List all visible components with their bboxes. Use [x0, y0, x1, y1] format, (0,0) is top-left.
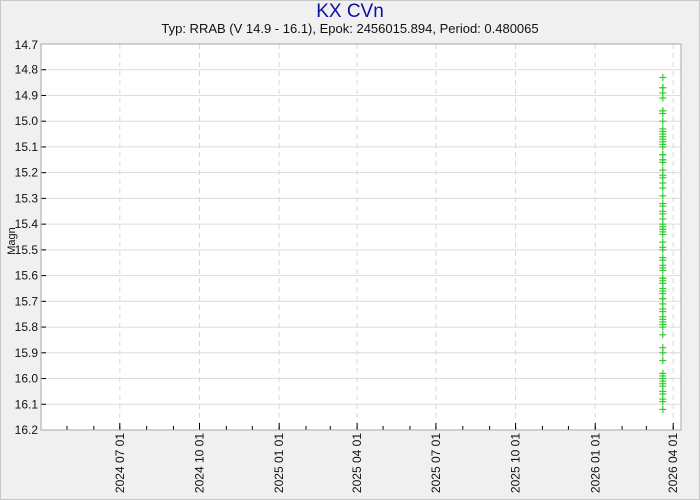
x-tick-label: 2025 01 01 — [272, 433, 286, 493]
data-point — [659, 331, 667, 339]
chart-subtitle: Typ: RRAB (V 14.9 - 16.1), Epok: 2456015… — [161, 21, 539, 36]
x-tick-label: 2024 07 01 — [113, 433, 127, 493]
plot-background — [41, 44, 681, 430]
plot-border — [40, 43, 682, 431]
chart-title: KX CVn — [316, 1, 384, 22]
y-tick-label: 15.1 — [15, 140, 39, 154]
data-point — [659, 117, 667, 125]
y-tick-label: 14.7 — [15, 38, 39, 52]
y-tick-label: 15.2 — [15, 166, 39, 180]
y-tick-label: 14.8 — [15, 63, 39, 77]
y-tick-label: 15.9 — [15, 346, 39, 360]
data-point — [659, 184, 667, 192]
y-tick-label: 15.7 — [15, 294, 39, 308]
data-point — [659, 143, 667, 151]
data-point — [659, 73, 667, 81]
y-tick-label: 14.9 — [15, 88, 39, 102]
data-point — [659, 158, 667, 166]
y-tick-label: 15.6 — [15, 269, 39, 283]
y-tick-label: 15.3 — [15, 191, 39, 205]
y-tick-label: 15.0 — [15, 114, 39, 128]
y-tick-label: 15.8 — [15, 320, 39, 334]
data-point — [659, 266, 667, 274]
x-tick-label: 2025 10 01 — [509, 433, 523, 493]
data-point — [659, 398, 667, 406]
x-tick-label: 2026 04 01 — [666, 433, 680, 493]
data-point — [659, 246, 667, 254]
data-point — [659, 349, 667, 357]
data-point — [659, 357, 667, 365]
data-point — [659, 230, 667, 238]
y-tick-label: 16.0 — [15, 372, 39, 386]
x-tick-label: 2026 01 01 — [588, 433, 602, 493]
y-tick-label: 15.5 — [15, 243, 39, 257]
y-tick-label: 16.2 — [15, 423, 39, 437]
x-tick-label: 2025 07 01 — [429, 433, 443, 493]
data-point — [659, 94, 667, 102]
data-point — [659, 405, 667, 413]
y-tick-label: 15.4 — [15, 217, 39, 231]
data-point — [659, 192, 667, 200]
data-point — [659, 323, 667, 331]
x-tick-label: 2024 10 01 — [192, 433, 206, 493]
x-tick-label: 2025 04 01 — [350, 433, 364, 493]
data-point — [659, 109, 667, 117]
y-tick-label: 16.1 — [15, 397, 39, 411]
